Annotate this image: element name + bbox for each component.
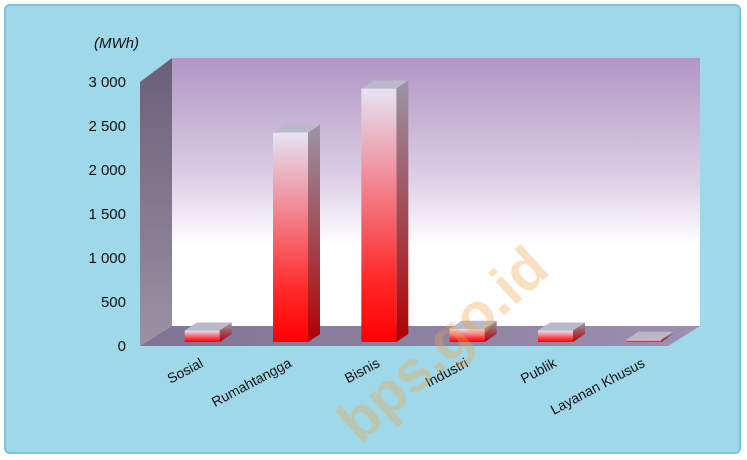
bar-top [538, 322, 585, 331]
x-tick-label: Sosial [164, 355, 205, 387]
x-tick-label: Publik [518, 354, 560, 386]
bar-side [573, 322, 585, 342]
bar-side [396, 80, 409, 342]
y-tick-label: 0 [118, 338, 126, 355]
bar-front [626, 339, 662, 342]
bars-group [184, 80, 674, 342]
y-tick-label: 1 000 [88, 250, 126, 267]
bar-front [361, 88, 397, 342]
bar-top [184, 322, 232, 331]
y-tick-label: 2 000 [88, 162, 126, 179]
y-tick-label: 3 000 [88, 74, 126, 91]
bar-rumahtangga [273, 124, 320, 342]
bar-bisnis [361, 80, 409, 342]
y-tick-label: 500 [101, 294, 126, 311]
bar-side [308, 124, 320, 342]
plot-side-wall [140, 58, 172, 346]
bar-front [449, 328, 485, 342]
bar-publik [538, 322, 585, 342]
bar-top [626, 331, 674, 340]
y-tick-label: 2 500 [88, 118, 126, 135]
bar-top [273, 124, 320, 133]
bar-front [184, 330, 220, 342]
bar-side [661, 331, 674, 342]
bar-top [361, 80, 409, 89]
bar-front [538, 330, 573, 342]
bar-top [449, 320, 497, 329]
y-axis-ticks: 0 500 1 000 1 500 2 000 2 500 3 000 [88, 74, 126, 355]
bar-sosial [184, 322, 232, 342]
x-tick-label: Rumahtangga [209, 354, 294, 410]
x-tick-label: Layanan Khusus [548, 355, 648, 418]
bar-side [219, 322, 232, 342]
y-axis-unit-label: (MWh) [94, 35, 139, 52]
bar-industri [449, 320, 497, 342]
bar-layanan-khusus [626, 331, 674, 342]
y-tick-label: 1 500 [88, 206, 126, 223]
bar-side [484, 320, 497, 342]
plot-back-wall [172, 58, 700, 326]
bar-front [273, 132, 308, 342]
